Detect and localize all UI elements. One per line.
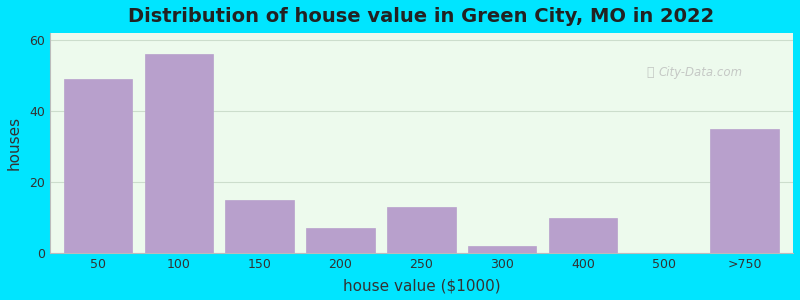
Text: City-Data.com: City-Data.com: [659, 66, 743, 79]
Title: Distribution of house value in Green City, MO in 2022: Distribution of house value in Green Cit…: [128, 7, 714, 26]
Bar: [145, 54, 214, 253]
Bar: [710, 129, 779, 253]
Bar: [306, 228, 375, 253]
X-axis label: house value ($1000): house value ($1000): [342, 278, 500, 293]
Y-axis label: houses: houses: [7, 116, 22, 170]
Bar: [64, 79, 133, 253]
Text: ⦿: ⦿: [646, 66, 654, 79]
Bar: [387, 207, 456, 253]
Bar: [468, 246, 537, 253]
Bar: [549, 218, 618, 253]
Bar: [226, 200, 294, 253]
